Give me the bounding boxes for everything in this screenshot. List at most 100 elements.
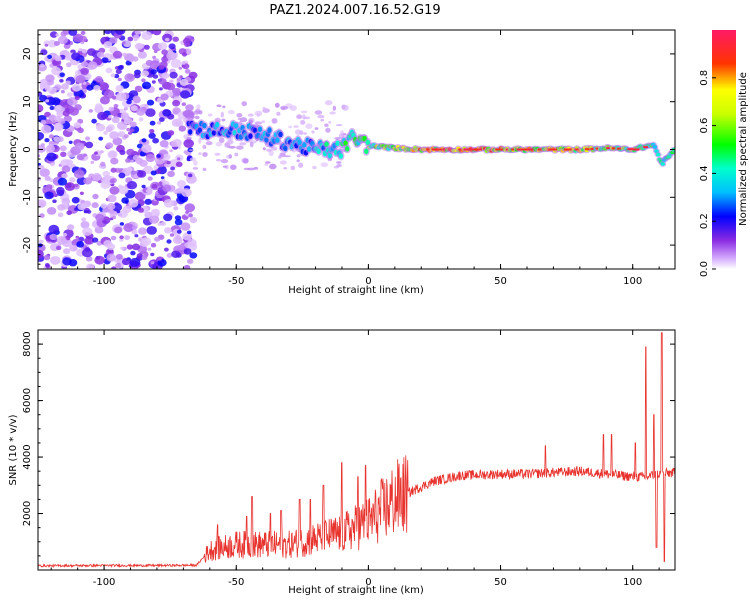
noise-blob bbox=[118, 186, 129, 195]
noise-blob bbox=[178, 66, 183, 70]
ridge-blob bbox=[365, 139, 371, 146]
noise-blob bbox=[169, 79, 174, 84]
noise-blob bbox=[159, 140, 169, 148]
noise-blob bbox=[340, 130, 344, 135]
y-tick-label: -10 bbox=[22, 189, 33, 205]
noise-blob bbox=[215, 141, 223, 147]
noise-blob bbox=[192, 167, 199, 170]
snr-frame bbox=[37, 329, 676, 571]
noise-blob bbox=[163, 199, 174, 208]
noise-blob bbox=[139, 30, 145, 33]
noise-blob bbox=[38, 199, 47, 208]
noise-blob bbox=[69, 177, 76, 183]
noise-blob bbox=[207, 113, 213, 117]
ridge-core bbox=[611, 147, 615, 150]
noise-blob bbox=[50, 256, 61, 265]
noise-blob bbox=[114, 167, 121, 173]
noise-blob bbox=[152, 55, 157, 60]
noise-blob bbox=[111, 266, 117, 269]
noise-blob bbox=[59, 72, 65, 78]
noise-blob bbox=[157, 222, 162, 227]
ridge-core bbox=[479, 148, 482, 151]
noise-blob bbox=[158, 117, 165, 122]
noise-blob bbox=[47, 54, 53, 60]
noise-blob bbox=[186, 174, 197, 184]
ridge-core bbox=[495, 148, 503, 151]
noise-blob bbox=[188, 213, 194, 218]
noise-blob bbox=[94, 255, 105, 265]
ridge-core bbox=[458, 148, 462, 151]
noise-blob bbox=[162, 153, 171, 161]
noise-blob bbox=[141, 70, 150, 77]
noise-blob bbox=[38, 201, 41, 206]
noise-blob bbox=[38, 154, 41, 158]
noise-blob bbox=[90, 160, 95, 164]
noise-blob bbox=[130, 159, 134, 163]
noise-blob bbox=[317, 114, 325, 119]
noise-blob bbox=[262, 106, 266, 110]
ridge-core bbox=[511, 148, 514, 151]
noise-blob bbox=[85, 141, 94, 149]
noise-blob bbox=[80, 67, 90, 76]
noise-blob bbox=[228, 154, 232, 159]
noise-blob bbox=[46, 207, 57, 215]
noise-blob bbox=[169, 149, 173, 153]
noise-blob bbox=[103, 30, 112, 35]
noise-blob bbox=[123, 223, 134, 233]
noise-blob bbox=[38, 104, 44, 113]
noise-blob bbox=[113, 103, 119, 108]
noise-blob bbox=[87, 61, 98, 70]
noise-blob bbox=[98, 82, 110, 91]
noise-blob bbox=[128, 131, 133, 135]
noise-blob bbox=[137, 207, 144, 213]
noise-blob bbox=[216, 104, 222, 108]
noise-blob bbox=[202, 144, 207, 150]
noise-blob bbox=[160, 178, 166, 183]
noise-blob bbox=[51, 66, 62, 76]
noise-blob bbox=[133, 72, 141, 79]
noise-blob bbox=[107, 194, 117, 203]
noise-blob bbox=[54, 104, 65, 113]
noise-blob bbox=[153, 50, 158, 54]
noise-blob bbox=[298, 162, 304, 168]
noise-blob bbox=[71, 83, 82, 92]
noise-blob bbox=[73, 169, 85, 179]
noise-blob bbox=[129, 121, 137, 128]
x-tick-label: 50 bbox=[494, 577, 507, 588]
noise-blob bbox=[169, 233, 175, 237]
x-tick-label: 100 bbox=[623, 276, 642, 287]
noise-blob bbox=[148, 132, 156, 139]
noise-blob bbox=[108, 106, 115, 112]
ridge-blob bbox=[257, 126, 263, 132]
noise-blob bbox=[305, 123, 313, 129]
noise-blob bbox=[48, 224, 60, 234]
ridge-core bbox=[585, 148, 590, 151]
noise-blob bbox=[169, 71, 178, 79]
noise-blob bbox=[296, 154, 301, 158]
noise-blob bbox=[45, 74, 55, 83]
noise-blob bbox=[103, 41, 113, 49]
ridge-blob bbox=[188, 129, 193, 135]
noise-blob bbox=[110, 73, 116, 78]
noise-blob bbox=[236, 113, 243, 118]
noise-blob bbox=[129, 128, 135, 133]
noise-blob bbox=[234, 152, 239, 157]
ridge-blob bbox=[316, 148, 321, 155]
noise-blob bbox=[187, 258, 194, 264]
x-tick-label: 50 bbox=[494, 276, 507, 287]
noise-blob bbox=[157, 258, 167, 267]
noise-blob bbox=[75, 70, 82, 76]
noise-blob bbox=[167, 130, 175, 136]
noise-blob bbox=[79, 191, 84, 195]
noise-blob bbox=[332, 105, 337, 111]
noise-blob bbox=[303, 132, 307, 135]
snr-plot-area bbox=[38, 330, 675, 570]
noise-blob bbox=[156, 154, 161, 158]
noise-blob bbox=[151, 208, 160, 217]
noise-blob bbox=[83, 153, 87, 157]
noise-blob bbox=[179, 90, 191, 99]
noise-blob bbox=[71, 196, 80, 204]
ridge-blob bbox=[335, 140, 340, 147]
noise-blob bbox=[228, 145, 236, 149]
noise-blob bbox=[91, 202, 99, 209]
